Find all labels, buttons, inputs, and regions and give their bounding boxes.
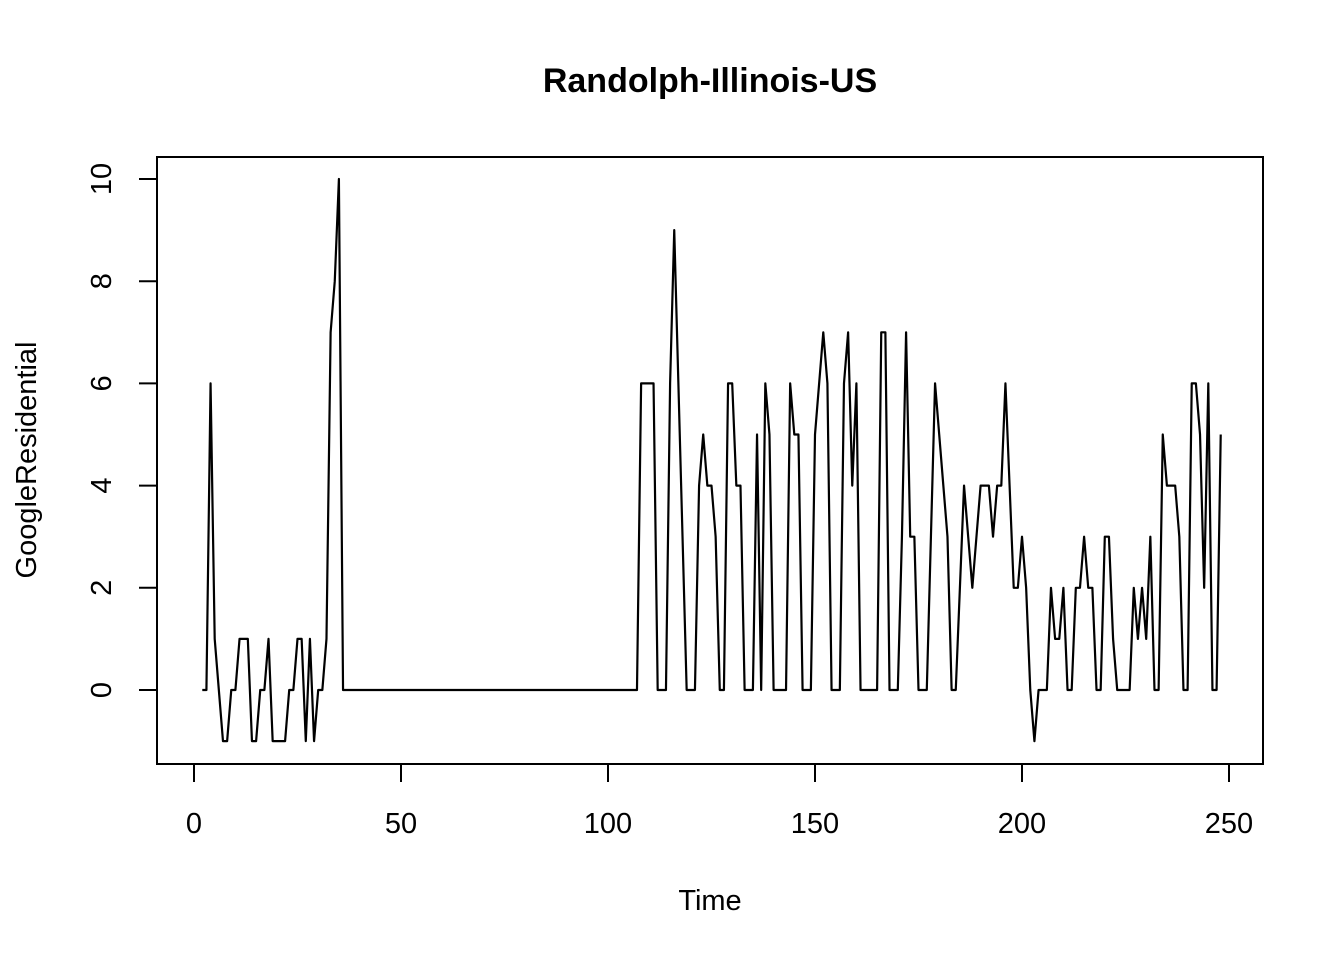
x-tick-label: 100 xyxy=(584,808,632,840)
x-tick-label: 50 xyxy=(385,808,417,840)
chart-title: Randolph-Illinois-US xyxy=(543,62,877,100)
x-tick-label: 150 xyxy=(791,808,839,840)
x-tick-label: 0 xyxy=(186,808,202,840)
y-axis-label: GoogleResidential xyxy=(11,342,43,579)
y-tick-label: 6 xyxy=(86,375,118,391)
y-tick-label: 2 xyxy=(86,580,118,596)
y-tick-label: 10 xyxy=(86,163,118,195)
series-layer xyxy=(202,177,1222,743)
series-line-0 xyxy=(202,177,1222,743)
x-axis-label: Time xyxy=(678,885,741,917)
y-tick-label: 4 xyxy=(86,478,118,494)
y-tick-label: 0 xyxy=(86,682,118,698)
x-tick-label: 200 xyxy=(998,808,1046,840)
y-axis: 0 2 4 6 8 10 xyxy=(86,163,158,698)
x-tick-label: 250 xyxy=(1205,808,1253,840)
y-tick-label: 8 xyxy=(86,273,118,289)
x-axis: 0 50 100 150 200 250 xyxy=(186,763,1253,840)
